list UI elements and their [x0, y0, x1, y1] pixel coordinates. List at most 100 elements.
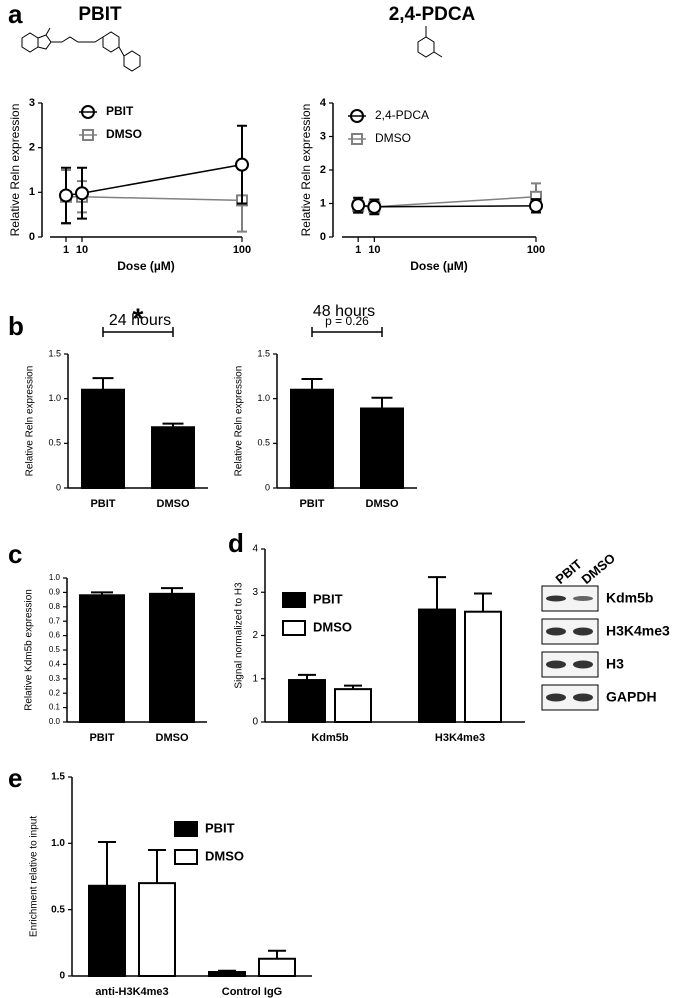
legend-label: DMSO — [375, 131, 411, 145]
y-axis-title: Signal normalized to H3 — [234, 582, 245, 689]
error-bar — [92, 377, 114, 390]
x-axis-title: Dose (µM) — [410, 259, 468, 273]
bar — [149, 592, 195, 724]
y-tick-label: 4 — [252, 544, 258, 555]
x-tick-label: H3K4me3 — [435, 732, 485, 744]
band — [573, 596, 593, 601]
y-tick-label: 0.5 — [49, 645, 61, 654]
y-tick-label: 0 — [265, 482, 270, 492]
x-tick-label: 10 — [368, 244, 380, 256]
chart-title: 2,4-PDCA — [389, 4, 476, 25]
y-tick-label: 0.3 — [49, 674, 61, 683]
y-tick-label: 2 — [252, 630, 258, 641]
y-tick-label: 1 — [320, 197, 326, 209]
y-tick-label: 0.5 — [257, 438, 270, 448]
bar — [151, 426, 195, 489]
annotation: * — [133, 302, 144, 333]
x-tick-label: 100 — [233, 244, 251, 256]
pbit-structure — [21, 27, 141, 72]
bar — [208, 971, 246, 978]
x-tick-label: DMSO — [156, 732, 189, 744]
legend-marker — [351, 133, 363, 145]
legend-label: DMSO — [106, 127, 142, 141]
y-tick-label: 0.1 — [49, 703, 61, 712]
bar — [88, 884, 126, 978]
band — [546, 660, 566, 669]
band — [573, 660, 593, 669]
y-tick-label: 3 — [29, 97, 35, 109]
y-tick-label: 0.9 — [49, 588, 61, 597]
band-label: H3 — [606, 656, 624, 672]
panel-label: b — [8, 311, 24, 341]
y-tick-label: 0 — [252, 717, 258, 728]
point — [367, 199, 382, 214]
series-line — [65, 163, 243, 197]
legend-label: DMSO — [205, 848, 244, 863]
error-bar — [268, 949, 286, 959]
bar — [360, 407, 404, 490]
pdca-structure — [417, 26, 443, 58]
band — [546, 595, 566, 602]
legend-label: PBIT — [106, 104, 134, 118]
x-tick-label: anti-H3K4me3 — [95, 986, 168, 998]
y-tick-label: 1.0 — [257, 393, 270, 403]
y-tick-label: 0.2 — [49, 688, 61, 697]
error-bar — [301, 378, 323, 390]
y-tick-label: 0 — [29, 231, 35, 243]
y-axis-title: Relative Reln expression — [299, 104, 313, 237]
y-tick-label: 0 — [59, 971, 65, 982]
legend-marker — [82, 129, 94, 141]
bar — [79, 594, 125, 724]
panel-label: e — [8, 763, 22, 793]
band-label: Kdm5b — [606, 590, 653, 606]
significance-bracket — [311, 327, 383, 337]
error-bar — [474, 592, 492, 612]
x-tick-label: Control IgG — [222, 986, 283, 998]
y-tick-label: 0.4 — [49, 660, 61, 669]
x-tick-label: PBIT — [89, 732, 114, 744]
y-tick-label: 1.5 — [257, 348, 270, 358]
y-tick-label: 1.0 — [51, 838, 65, 849]
legend-label: DMSO — [313, 619, 352, 634]
lane-label: PBIT — [552, 556, 584, 587]
bar — [290, 388, 334, 490]
chart-title: 48 hours — [313, 303, 375, 320]
bar — [464, 610, 502, 724]
series-line — [66, 196, 243, 202]
legend-swatch — [174, 821, 198, 837]
y-axis-title: Relative Reln expression — [234, 366, 245, 477]
y-tick-label: 3 — [252, 587, 258, 598]
y-tick-label: 0 — [56, 482, 61, 492]
legend-swatch — [282, 592, 306, 608]
legend-label: PBIT — [205, 820, 235, 835]
legend-label: 2,4-PDCA — [375, 108, 429, 122]
band-label: GAPDH — [606, 689, 657, 705]
chart-title: 24 hours — [109, 312, 171, 329]
point — [529, 198, 543, 213]
band — [546, 627, 566, 636]
panel-label: a — [8, 0, 23, 29]
x-tick-label: 1 — [63, 244, 69, 256]
error-bar — [148, 848, 166, 884]
y-tick-label: 3 — [320, 130, 326, 142]
bar — [334, 688, 372, 724]
y-tick-label: 0.6 — [49, 631, 61, 640]
y-tick-label: 0.8 — [49, 602, 61, 611]
x-tick-label: PBIT — [299, 498, 324, 510]
annotation: p = 0.26 — [325, 314, 369, 328]
x-tick-label: 10 — [76, 244, 88, 256]
point — [351, 198, 366, 213]
bar — [81, 388, 125, 490]
y-axis-title: Enrichment relative to input — [29, 816, 40, 937]
legend-label: PBIT — [313, 591, 343, 606]
legend-marker — [350, 109, 364, 123]
y-axis-title: Relative Reln expression — [25, 366, 36, 477]
y-tick-label: 4 — [320, 97, 327, 109]
bar — [418, 608, 456, 723]
y-tick-label: 0.5 — [51, 904, 65, 915]
error-bar — [371, 396, 393, 409]
y-tick-label: 1 — [252, 673, 258, 684]
y-tick-label: 2 — [320, 164, 326, 176]
y-tick-label: 2 — [29, 142, 35, 154]
y-tick-label: 1.5 — [51, 772, 65, 783]
